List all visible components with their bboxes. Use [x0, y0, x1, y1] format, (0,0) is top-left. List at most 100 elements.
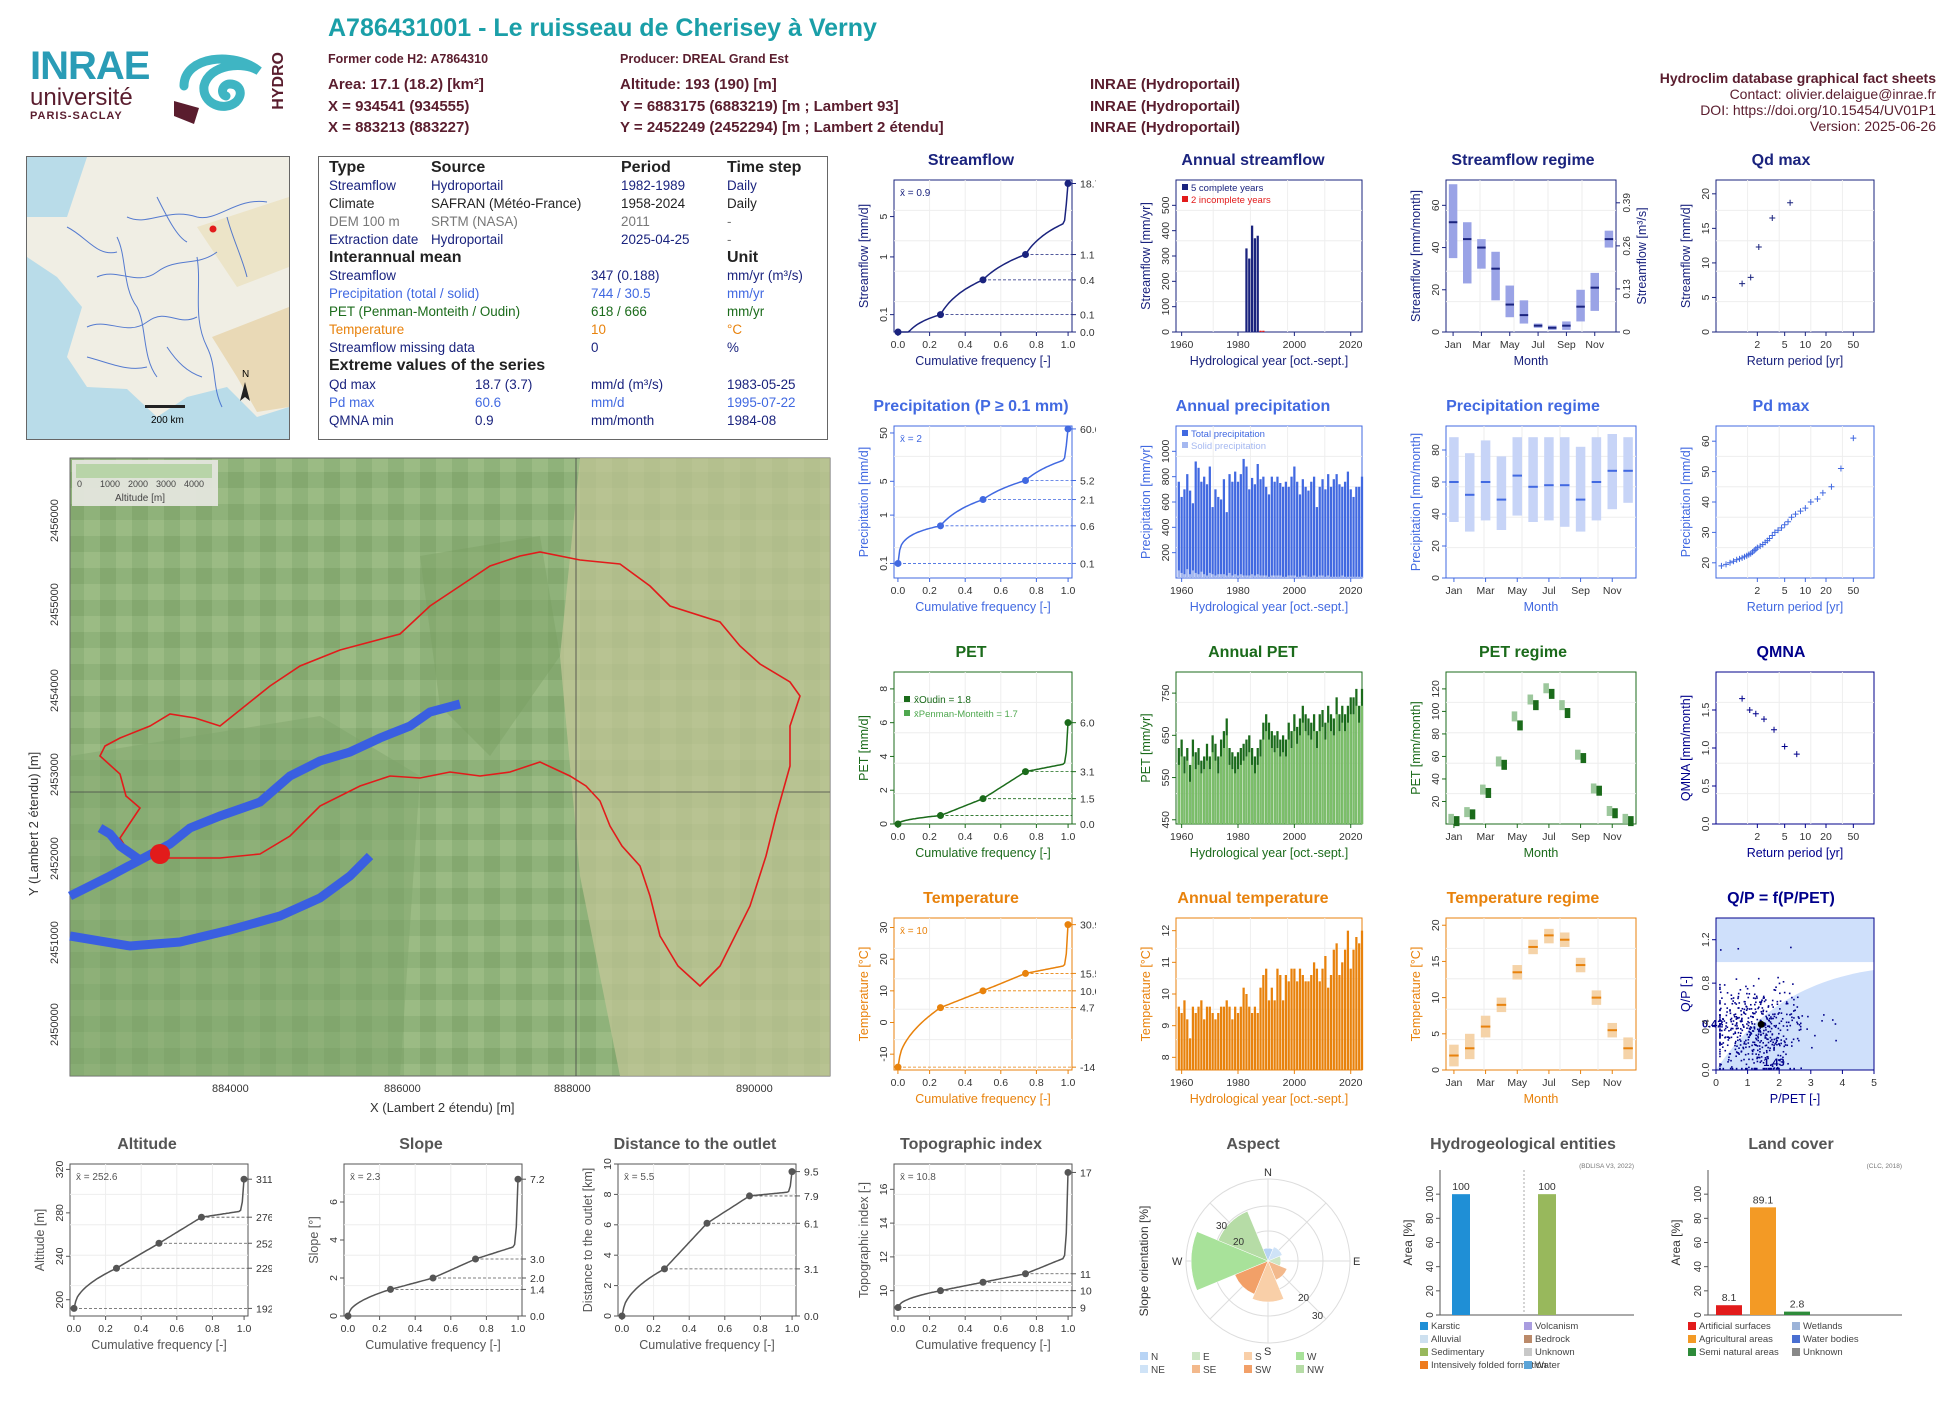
precipitation-quantile-point: [894, 559, 902, 567]
qp-point: [1799, 1022, 1802, 1025]
altitude-quantile-point: [113, 1264, 120, 1272]
temperature_regime-xlabel: Month: [1524, 1092, 1559, 1106]
qp-xtick-label: 2: [1776, 1077, 1782, 1089]
qp-point: [1735, 1016, 1738, 1018]
annual_pet-bar2: [1250, 764, 1254, 824]
qp-point: [1779, 1054, 1782, 1057]
annual_precipitation-bar: [1284, 481, 1288, 578]
qp-point: [1796, 1023, 1799, 1025]
annual_precipitation-bar: [1265, 486, 1268, 578]
qp-point: [1783, 1045, 1786, 1048]
annual_temperature-bar: [1270, 987, 1273, 1070]
qp-point: [1753, 1043, 1756, 1046]
slope-quantile-point: [429, 1274, 437, 1282]
annual_precipitation-bar: [1267, 494, 1271, 578]
qp-point: [1759, 1027, 1761, 1029]
annual_precipitation-solid-bar: [1214, 575, 1217, 578]
temperature-curve: [897, 924, 1069, 1068]
qp-point: [1747, 1024, 1750, 1027]
pet-xtick-label: 0.0: [891, 831, 906, 843]
qp-point: [1748, 1031, 1751, 1033]
qp-point: [1798, 1029, 1801, 1031]
qp-point: [1772, 1017, 1774, 1020]
annual_temperature-bar: [1188, 1038, 1192, 1070]
qmna-ytick-label: 0.0: [1700, 817, 1712, 832]
annual_streamflow-ytick-label: 100: [1160, 298, 1172, 316]
annual_pet-bar2: [1293, 731, 1296, 824]
annual_streamflow-legend-2: 2 incomplete years: [1191, 195, 1271, 206]
slope-xtick-label: 1.0: [511, 1323, 526, 1335]
qp-ytick-label: 0.8: [1700, 976, 1712, 991]
qp-point: [1743, 1012, 1746, 1015]
annual_precipitation-solid-bar: [1228, 572, 1231, 578]
annual_precipitation-bar: [1301, 479, 1304, 578]
qp-point: [1733, 1014, 1735, 1016]
qp-point: [1770, 1027, 1773, 1030]
qp-point: [1758, 1006, 1760, 1009]
annual_precipitation-solid-bar: [1279, 575, 1282, 578]
qp-point: [1785, 1001, 1788, 1003]
qp-point: [1793, 1017, 1795, 1019]
altitude-quantile-point: [240, 1175, 248, 1183]
streamflow_regime-ytick-label: 20: [1430, 284, 1442, 296]
aspect-legend-swatch: [1192, 1352, 1200, 1360]
qp-point: [1774, 1042, 1777, 1045]
annual_pet-bar2: [1219, 756, 1223, 824]
qp-point: [1722, 1042, 1725, 1044]
landcover-legend-swatch: [1688, 1322, 1696, 1330]
qp-point: [1758, 1028, 1761, 1031]
temperature-svg: Temperature [°C] Cumulative frequency [-]…: [857, 917, 1096, 1106]
pet_regime-frame: [1445, 671, 1637, 825]
precipitation_regime-ytick-label: 80: [1430, 444, 1442, 456]
qd_max-point: [1769, 215, 1776, 221]
qp-point: [1769, 1040, 1772, 1043]
qp-ylabel: Q/P [-]: [1679, 976, 1693, 1012]
pet-xlabel: Cumulative frequency [-]: [915, 846, 1050, 860]
qp-point: [1791, 1016, 1793, 1019]
doi-text[interactable]: DOI: https://doi.org/10.15454/UV01P1: [1700, 102, 1936, 118]
qp-point: [1767, 1057, 1769, 1060]
hydrogeo-ytick-label: 0: [1425, 1312, 1436, 1318]
landcover-bar: [1716, 1305, 1742, 1315]
aspect-legend-s: S: [1255, 1352, 1262, 1363]
annual_pet-bar2: [1276, 748, 1279, 824]
qp-point: [1750, 1021, 1753, 1023]
annual_precipitation-bar: [1236, 481, 1240, 578]
annual_precipitation-solid-bar: [1236, 575, 1240, 578]
qp-point: [1737, 1007, 1740, 1009]
qp-point: [1758, 1056, 1760, 1059]
precipitation-ytick-label: 0.1: [878, 556, 890, 571]
qp-point: [1728, 1053, 1731, 1055]
altitude-right-label: 311: [256, 1174, 272, 1186]
annual_temperature-bar: [1332, 949, 1335, 1070]
precipitation_regime-ytick-label: 40: [1430, 508, 1442, 520]
qp-point: [1737, 1052, 1740, 1054]
qp-point: [1740, 1013, 1743, 1016]
pd_max-point: [1781, 521, 1788, 528]
slope-right-label: 1.4: [530, 1284, 545, 1296]
qp-point: [1799, 1028, 1802, 1031]
distance-right-label: 3.1: [804, 1264, 819, 1276]
annual_temperature-bar: [1222, 1006, 1226, 1070]
pd-max-title: Pd max: [1752, 398, 1810, 415]
annual_temperature-xtick-label: 1960: [1170, 1077, 1194, 1089]
precipitation-xtick-label: 0.2: [922, 585, 937, 597]
annual_precipitation-bar: [1188, 490, 1192, 578]
col-period: Period: [621, 159, 671, 176]
pet-quantile-point: [1064, 719, 1072, 727]
annual_precipitation-solid-bar: [1307, 576, 1310, 578]
streamflow-xlabel: Cumulative frequency [-]: [915, 354, 1050, 368]
annual_precipitation-bar: [1335, 474, 1338, 578]
qp-point: [1746, 1033, 1749, 1036]
altitude-quantile-point: [198, 1213, 205, 1221]
svg-text:3000: 3000: [156, 479, 176, 489]
streamflow-xtick-label: 0.0: [891, 339, 906, 351]
qp-point: [1776, 1043, 1778, 1046]
qp-point: [1754, 1012, 1756, 1015]
streamflow_regime-xtick-label: Sep: [1557, 339, 1576, 351]
temperature-regime-panel: Temperature regime Temperature [°C] Month J…: [1398, 890, 1648, 1120]
qp-point: [1801, 1015, 1804, 1017]
annual_streamflow-xlabel: Hydrological year [oct.-sept.]: [1190, 354, 1348, 368]
qp-point: [1796, 1021, 1798, 1024]
qp-point: [1758, 1045, 1761, 1047]
